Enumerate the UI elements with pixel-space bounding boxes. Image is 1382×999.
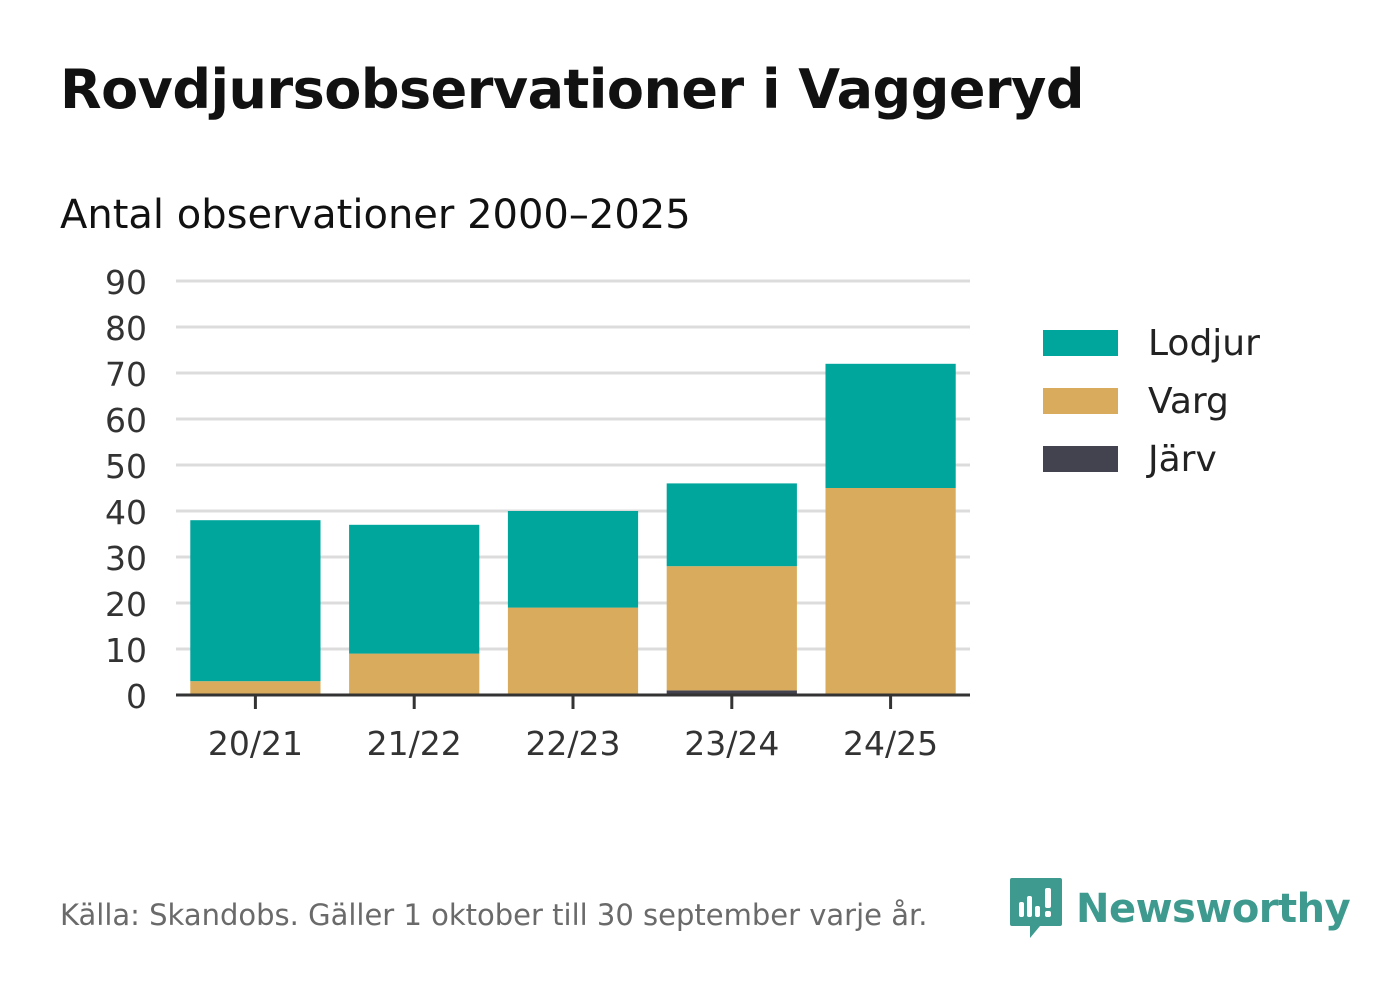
legend-item-lodjur: Lodjur — [1043, 314, 1260, 372]
legend-label-varg: Varg — [1148, 380, 1229, 422]
legend: Lodjur Varg Järv — [1043, 314, 1260, 488]
source-note: Källa: Skandobs. Gäller 1 oktober till 3… — [60, 898, 928, 932]
x-axis-tick-labels: 20/21 21/22 22/23 23/24 24/25 — [208, 724, 938, 763]
legend-label-lodjur: Lodjur — [1148, 322, 1260, 364]
legend-swatch-varg — [1043, 388, 1118, 414]
bar-segment-lodjur-24-25 — [825, 363, 956, 488]
brand-name: Newsworthy — [1076, 886, 1351, 932]
stacked-bar-chart: 0 10 20 30 40 50 60 70 80 90 20/21 21/22 22/23 23/24… — [105, 263, 970, 763]
y-tick-label: 40 — [105, 493, 147, 532]
x-tick-label: 24/25 — [843, 724, 938, 763]
x-tick-label: 20/21 — [208, 724, 303, 763]
y-tick-label: 60 — [105, 401, 147, 440]
y-axis-tick-labels: 0 10 20 30 40 50 60 70 80 90 — [105, 263, 147, 716]
y-tick-label: 10 — [105, 631, 147, 670]
y-tick-label: 30 — [105, 539, 147, 578]
bar-segment-varg-23-24 — [666, 566, 797, 691]
y-tick-label: 70 — [105, 355, 147, 394]
bar-segment-lodjur-23-24 — [666, 483, 797, 567]
legend-item-varg: Varg — [1043, 372, 1260, 430]
bars — [190, 363, 956, 695]
legend-item-jarv: Järv — [1043, 430, 1260, 488]
bar-segment-varg-24-25 — [825, 488, 956, 695]
x-axis — [176, 693, 970, 709]
y-tick-label: 80 — [105, 309, 147, 348]
bar-segment-jarv-23-24 — [666, 690, 797, 695]
y-tick-label: 20 — [105, 585, 147, 624]
y-tick-label: 0 — [126, 677, 147, 716]
x-tick-label: 23/24 — [684, 724, 779, 763]
x-tick-label: 22/23 — [525, 724, 620, 763]
bar-segment-varg-22-23 — [507, 607, 639, 695]
chart-title: Rovdjursobservationer i Vaggeryd — [60, 58, 1084, 121]
newsworthy-logo-icon — [1010, 878, 1062, 938]
bar-segment-lodjur-20-21 — [190, 520, 321, 682]
bar-segment-varg-20-21 — [190, 681, 321, 695]
bar-segment-varg-21-22 — [349, 653, 480, 695]
legend-label-jarv: Järv — [1148, 438, 1217, 480]
brand-logo-link[interactable]: Newsworthy — [1010, 878, 1351, 940]
x-tick-label: 21/22 — [367, 724, 462, 763]
chart-subtitle: Antal observationer 2000–2025 — [60, 192, 691, 238]
y-tick-label: 50 — [105, 447, 147, 486]
legend-swatch-jarv — [1043, 446, 1118, 472]
legend-swatch-lodjur — [1043, 330, 1118, 356]
y-tick-label: 90 — [105, 263, 147, 302]
bar-segment-lodjur-22-23 — [507, 511, 639, 608]
bar-segment-lodjur-21-22 — [349, 524, 480, 654]
